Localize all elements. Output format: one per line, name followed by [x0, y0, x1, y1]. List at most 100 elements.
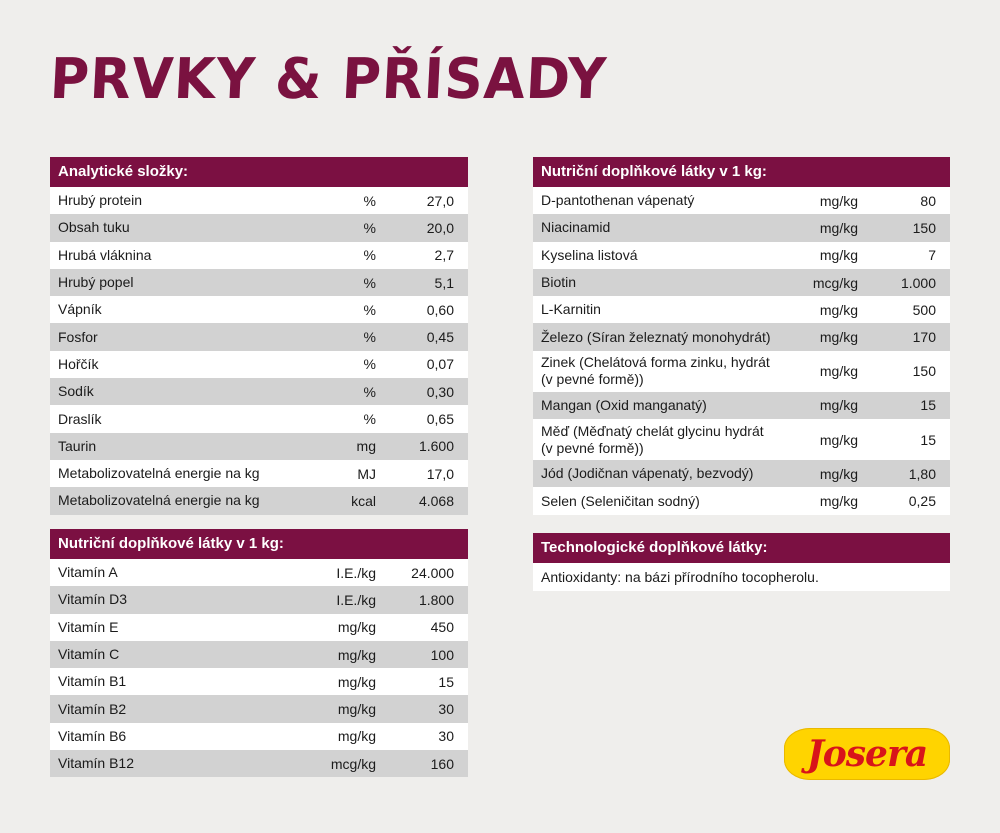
row-value: 0,25: [908, 493, 936, 510]
nutritional-table: Nutriční doplňkové látky v 1 kg: D-panto…: [533, 157, 950, 515]
row-value: 4.068: [418, 492, 454, 509]
page-title: PRVKY & PŘÍSADY: [48, 47, 609, 112]
row-value: 160: [430, 755, 454, 772]
table-row: Vápník% 0,60: [50, 296, 468, 324]
table-row: Železo (Síran železnatý monohydrát) mg/kg…: [533, 323, 950, 351]
technological-table: Technologické doplňkové látky: Antioxida…: [533, 533, 950, 591]
josera-logo: Josera: [784, 728, 950, 780]
table-row: Vitamín D3 I.E./kg 1.800: [50, 586, 468, 614]
table-row: D-pantothenan vápenatý mg/kg 80: [533, 187, 950, 215]
row-name: Vitamín B2: [58, 700, 127, 717]
row-name: Vitamín C: [58, 646, 120, 663]
row-value: 100: [430, 646, 454, 663]
table-row: Taurin mg 1.600: [50, 432, 468, 460]
table-row: Fosfor% 0,45: [50, 323, 468, 351]
row-name: Selen (Seleničitan sodný): [541, 492, 700, 509]
row-name: Sodík: [58, 383, 94, 400]
row-value: 0,45: [426, 329, 454, 346]
row-unit: %: [363, 329, 376, 346]
table-row: Draslík% 0,65: [50, 405, 468, 433]
table-row: Hrubý popel% 5,1: [50, 268, 468, 297]
row-name: Hrubá vláknina: [58, 246, 152, 263]
table-row: Vitamín B12 mcg/kg 160: [50, 750, 468, 778]
row-unit: %: [363, 219, 376, 236]
row-name: Vitamín D3: [58, 591, 127, 608]
row-value: 0,65: [426, 411, 454, 428]
row-name: Vitamín E: [58, 618, 119, 635]
row-name: Zinek (Chelátová forma zinku, hydrát (v …: [541, 354, 770, 388]
row-name: Vitamín B12: [58, 755, 135, 772]
row-value: 15: [920, 431, 936, 448]
row-unit: %: [363, 301, 376, 318]
row-unit: %: [363, 274, 376, 291]
row-name: Niacinamid: [541, 219, 611, 236]
row-value: 1.800: [418, 591, 454, 608]
row-value: 170: [912, 329, 936, 346]
row-value: 500: [912, 301, 936, 318]
table-row: Měď (Měďnatý chelát glycinu hydrát (v pe…: [533, 419, 950, 461]
row-name: Metabolizovatelná energie na kg: [58, 492, 260, 509]
row-unit: %: [363, 411, 376, 428]
row-value: 1.600: [418, 438, 454, 455]
row-unit: mcg/kg: [812, 274, 858, 291]
row-name: Vitamín A: [58, 564, 118, 581]
row-value: 30: [438, 701, 454, 718]
row-name: Hořčík: [58, 355, 99, 372]
row-value: 30: [438, 728, 454, 745]
row-unit: mg/kg: [337, 701, 376, 718]
table-row: Mangan (Oxid manganatý) mg/kg 15: [533, 391, 950, 420]
row-name: Mangan (Oxid manganatý): [541, 396, 707, 413]
row-name: Biotin: [541, 274, 577, 291]
table-row: Vitamín B1 mg/kg 15: [50, 668, 468, 696]
analytical-rows: Hrubý protein% 27,0 Obsah tuku% 20,0 Hrubá v…: [50, 187, 468, 515]
row-unit: mg/kg: [819, 465, 858, 482]
technological-text: Antioxidanty: na bázi přírodního tocophe…: [533, 563, 950, 591]
josera-logo-text: Josera: [806, 733, 929, 775]
row-name: Obsah tuku: [58, 219, 130, 236]
table-row: Jód (Jodičnan vápenatý, bezvodý) mg/kg 1,8…: [533, 460, 950, 488]
row-unit: MJ: [357, 465, 376, 482]
row-name: Draslík: [58, 410, 102, 427]
table-row: Hrubá vláknina% 2,7: [50, 241, 468, 269]
table-row: Obsah tuku% 20,0: [50, 214, 468, 242]
vitamins-rows: Vitamín A I.E./kg 24.000 Vitamín D3 I.E./kg 1…: [50, 559, 468, 778]
vitamins-table: Nutriční doplňkové látky v 1 kg: Vitamín…: [50, 529, 468, 778]
row-unit: mg/kg: [819, 431, 858, 448]
technological-table-header: Technologické doplňkové látky:: [533, 533, 950, 563]
row-unit: mg/kg: [819, 493, 858, 510]
row-unit: mg/kg: [819, 301, 858, 318]
row-unit: mg/kg: [337, 673, 376, 690]
vitamins-table-header: Nutriční doplňkové látky v 1 kg:: [50, 529, 468, 559]
row-unit: mcg/kg: [330, 755, 376, 772]
row-value: 15: [438, 673, 454, 690]
row-unit: I.E./kg: [336, 591, 376, 608]
table-row: Vitamín B2 mg/kg 30: [50, 695, 468, 723]
row-unit: mg/kg: [819, 363, 858, 380]
row-name: Vitamín B6: [58, 727, 127, 744]
table-row: Hořčík% 0,07: [50, 350, 468, 379]
nutritional-rows: D-pantothenan vápenatý mg/kg 80 Niacinamid m…: [533, 187, 950, 515]
row-unit: mg/kg: [337, 619, 376, 636]
table-row: Metabolizovatelná energie na kg kcal 4.068: [50, 487, 468, 515]
row-value: 0,30: [426, 383, 454, 400]
table-row: Niacinamid mg/kg 150: [533, 214, 950, 242]
row-name: Kyselina listová: [541, 246, 638, 263]
row-name: L-Karnitin: [541, 301, 601, 318]
row-value: 7: [928, 247, 936, 264]
row-value: 150: [912, 219, 936, 236]
table-row: Vitamín A I.E./kg 24.000: [50, 559, 468, 587]
nutritional-table-header: Nutriční doplňkové látky v 1 kg:: [533, 157, 950, 187]
row-name: Železo (Síran železnatý monohydrát): [541, 328, 771, 345]
row-unit: mg/kg: [819, 192, 858, 209]
row-name: Hrubý popel: [58, 274, 134, 291]
row-value: 450: [430, 619, 454, 636]
row-value: 17,0: [426, 465, 454, 482]
table-row: Kyselina listová mg/kg 7: [533, 241, 950, 269]
row-name: Hrubý protein: [58, 192, 143, 209]
table-row: Vitamín B6 mg/kg 30: [50, 722, 468, 751]
table-row: Vitamín E mg/kg 450: [50, 613, 468, 641]
row-name: D-pantothenan vápenatý: [541, 192, 695, 209]
row-unit: %: [363, 192, 376, 209]
table-row: Biotin mcg/kg 1.000: [533, 268, 950, 297]
